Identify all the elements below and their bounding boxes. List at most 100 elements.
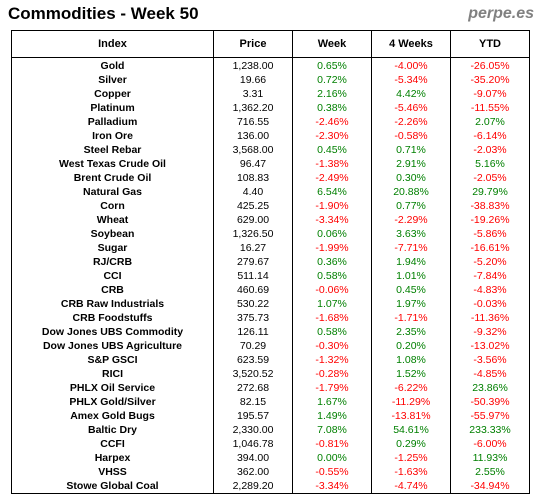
ytd-change-cell: -4.83% bbox=[450, 283, 530, 297]
index-cell: S&P GSCI bbox=[11, 353, 214, 367]
index-cell: Harpex bbox=[11, 451, 214, 465]
four-week-change-cell: 1.97% bbox=[371, 297, 451, 311]
four-week-change-cell: 2.35% bbox=[371, 325, 451, 339]
price-cell: 108.83 bbox=[213, 171, 293, 185]
price-cell: 279.67 bbox=[213, 255, 293, 269]
ytd-change-cell: -11.36% bbox=[450, 311, 530, 325]
price-cell: 195.57 bbox=[213, 409, 293, 423]
table-row: PHLX Oil Service 272.68 -1.79% -6.22% 23.86% bbox=[11, 381, 530, 395]
price-cell: 1,362.20 bbox=[213, 101, 293, 115]
price-cell: 136.00 bbox=[213, 129, 293, 143]
four-week-change-cell: 20.88% bbox=[371, 185, 451, 199]
ytd-change-cell: -3.56% bbox=[450, 353, 530, 367]
index-cell: Iron Ore bbox=[11, 129, 214, 143]
price-cell: 16.27 bbox=[213, 241, 293, 255]
index-cell: CRB Raw Industrials bbox=[11, 297, 214, 311]
week-change-cell: -1.90% bbox=[292, 199, 372, 213]
commodities-table: Index Price Week 4 Weeks YTD Gold 1,238.0… bbox=[11, 30, 530, 494]
four-week-change-cell: -11.29% bbox=[371, 395, 451, 409]
page-title: Commodities - Week 50 bbox=[8, 4, 199, 23]
four-week-change-cell: -1.63% bbox=[371, 465, 451, 479]
ytd-change-cell: 233.33% bbox=[450, 423, 530, 437]
four-week-change-cell: 2.91% bbox=[371, 157, 451, 171]
table-row: Platinum 1,362.20 0.38% -5.46% -11.55% bbox=[11, 101, 530, 115]
price-cell: 19.66 bbox=[213, 73, 293, 87]
price-cell: 4.40 bbox=[213, 185, 293, 199]
table-row: Gold 1,238.00 0.65% -4.00% -26.05% bbox=[11, 57, 530, 73]
index-cell: Dow Jones UBS Commodity bbox=[11, 325, 214, 339]
week-change-cell: -2.46% bbox=[292, 115, 372, 129]
week-change-cell: 0.58% bbox=[292, 269, 372, 283]
week-change-cell: 0.38% bbox=[292, 101, 372, 115]
column-header-4-weeks: 4 Weeks bbox=[371, 30, 451, 58]
week-change-cell: -1.32% bbox=[292, 353, 372, 367]
price-cell: 460.69 bbox=[213, 283, 293, 297]
price-cell: 3.31 bbox=[213, 87, 293, 101]
price-cell: 82.15 bbox=[213, 395, 293, 409]
week-change-cell: 1.49% bbox=[292, 409, 372, 423]
week-change-cell: -3.34% bbox=[292, 479, 372, 494]
table-row: Corn 425.25 -1.90% 0.77% -38.83% bbox=[11, 199, 530, 213]
ytd-change-cell: -26.05% bbox=[450, 57, 530, 73]
four-week-change-cell: -5.34% bbox=[371, 73, 451, 87]
price-cell: 623.59 bbox=[213, 353, 293, 367]
table-row: VHSS 362.00 -0.55% -1.63% 2.55% bbox=[11, 465, 530, 479]
four-week-change-cell: -4.74% bbox=[371, 479, 451, 494]
table-row: Palladium 716.55 -2.46% -2.26% 2.07% bbox=[11, 115, 530, 129]
ytd-change-cell: -50.39% bbox=[450, 395, 530, 409]
table-row: Amex Gold Bugs 195.57 1.49% -13.81% -55.97% bbox=[11, 409, 530, 423]
index-cell: Wheat bbox=[11, 213, 214, 227]
price-cell: 70.29 bbox=[213, 339, 293, 353]
four-week-change-cell: -2.29% bbox=[371, 213, 451, 227]
week-change-cell: -0.55% bbox=[292, 465, 372, 479]
week-change-cell: 0.65% bbox=[292, 57, 372, 73]
week-change-cell: -1.99% bbox=[292, 241, 372, 255]
ytd-change-cell: -6.14% bbox=[450, 129, 530, 143]
four-week-change-cell: 0.45% bbox=[371, 283, 451, 297]
table-row: CCI 511.14 0.58% 1.01% -7.84% bbox=[11, 269, 530, 283]
four-week-change-cell: 0.30% bbox=[371, 171, 451, 185]
week-change-cell: 0.72% bbox=[292, 73, 372, 87]
four-week-change-cell: 4.42% bbox=[371, 87, 451, 101]
ytd-change-cell: 2.55% bbox=[450, 465, 530, 479]
index-cell: CRB bbox=[11, 283, 214, 297]
table-row: Steel Rebar 3,568.00 0.45% 0.71% -2.03% bbox=[11, 143, 530, 157]
week-change-cell: 0.06% bbox=[292, 227, 372, 241]
index-cell: Natural Gas bbox=[11, 185, 214, 199]
table-row: CRB Raw Industrials 530.22 1.07% 1.97% -0.03… bbox=[11, 297, 530, 311]
week-change-cell: -2.49% bbox=[292, 171, 372, 185]
ytd-change-cell: -38.83% bbox=[450, 199, 530, 213]
table-row: Soybean 1,326.50 0.06% 3.63% -5.86% bbox=[11, 227, 530, 241]
four-week-change-cell: -2.26% bbox=[371, 115, 451, 129]
index-cell: Stowe Global Coal bbox=[11, 479, 214, 494]
week-change-cell: 1.67% bbox=[292, 395, 372, 409]
ytd-change-cell: -19.26% bbox=[450, 213, 530, 227]
table-row: Iron Ore 136.00 -2.30% -0.58% -6.14% bbox=[11, 129, 530, 143]
table-row: RJ/CRB 279.67 0.36% 1.94% -5.20% bbox=[11, 255, 530, 269]
index-cell: PHLX Gold/Silver bbox=[11, 395, 214, 409]
week-change-cell: 6.54% bbox=[292, 185, 372, 199]
week-change-cell: 7.08% bbox=[292, 423, 372, 437]
four-week-change-cell: 1.52% bbox=[371, 367, 451, 381]
index-cell: Soybean bbox=[11, 227, 214, 241]
index-cell: Sugar bbox=[11, 241, 214, 255]
week-change-cell: -1.68% bbox=[292, 311, 372, 325]
index-cell: Copper bbox=[11, 87, 214, 101]
week-change-cell: 0.00% bbox=[292, 451, 372, 465]
four-week-change-cell: -5.46% bbox=[371, 101, 451, 115]
four-week-change-cell: 54.61% bbox=[371, 423, 451, 437]
table-row: Natural Gas 4.40 6.54% 20.88% 29.79% bbox=[11, 185, 530, 199]
table-row: Stowe Global Coal 2,289.20 -3.34% -4.74% -34… bbox=[11, 479, 530, 494]
four-week-change-cell: -13.81% bbox=[371, 409, 451, 423]
week-change-cell: 0.45% bbox=[292, 143, 372, 157]
price-cell: 425.25 bbox=[213, 199, 293, 213]
table-row: CRB 460.69 -0.06% 0.45% -4.83% bbox=[11, 283, 530, 297]
table-row: Dow Jones UBS Commodity 126.11 0.58% 2.35% -… bbox=[11, 325, 530, 339]
week-change-cell: 1.07% bbox=[292, 297, 372, 311]
table-body: Gold 1,238.00 0.65% -4.00% -26.05% Silver 19.6… bbox=[11, 57, 530, 494]
ytd-change-cell: -55.97% bbox=[450, 409, 530, 423]
index-cell: Gold bbox=[11, 57, 214, 73]
table-header-row: Index Price Week 4 Weeks YTD bbox=[11, 30, 530, 58]
table-row: CCFI 1,046.78 -0.81% 0.29% -6.00% bbox=[11, 437, 530, 451]
ytd-change-cell: -7.84% bbox=[450, 269, 530, 283]
